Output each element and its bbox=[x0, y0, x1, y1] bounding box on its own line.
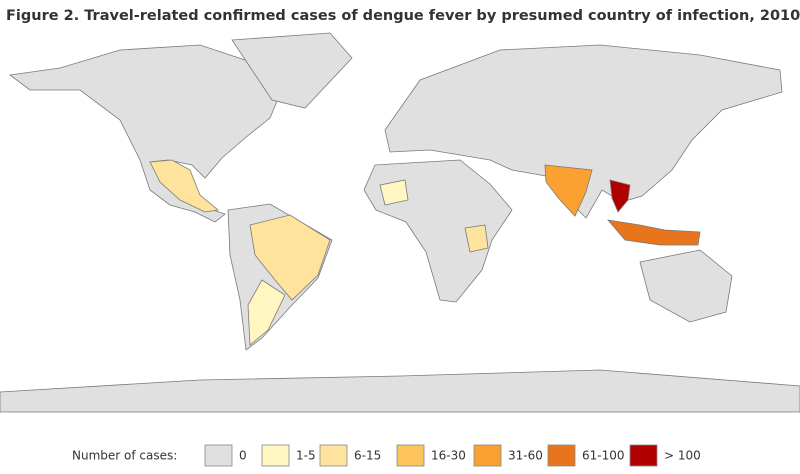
world-map bbox=[0, 32, 800, 413]
greenland bbox=[231, 32, 353, 109]
legend-label: > 100 bbox=[664, 449, 701, 463]
east-africa-region bbox=[464, 224, 489, 253]
legend-title: Number of cases: bbox=[72, 449, 177, 463]
west-africa-region bbox=[379, 179, 409, 206]
antarctica bbox=[0, 369, 800, 413]
legend-swatch bbox=[204, 444, 233, 467]
legend-swatch bbox=[319, 444, 348, 467]
legend-label: 61-100 bbox=[582, 449, 625, 463]
legend-label: 0 bbox=[239, 449, 247, 463]
legend-label: 31-60 bbox=[508, 449, 543, 463]
indonesia-region bbox=[606, 219, 701, 246]
legend-label: 1-5 bbox=[296, 449, 316, 463]
legend-swatch bbox=[396, 444, 425, 467]
brazil-region bbox=[249, 214, 331, 301]
legend: Number of cases: 0 1-5 6-15 16-30 31-60 61-10… bbox=[72, 444, 701, 467]
argentina-region bbox=[247, 279, 286, 346]
legend-swatch bbox=[261, 444, 290, 467]
legend-swatch bbox=[629, 444, 658, 467]
legend-swatch bbox=[547, 444, 576, 467]
legend-label: 6-15 bbox=[354, 449, 381, 463]
africa bbox=[363, 159, 513, 303]
legend-swatch bbox=[473, 444, 502, 467]
eurasia bbox=[384, 44, 783, 219]
mexico-region bbox=[149, 159, 219, 213]
australia bbox=[639, 249, 733, 323]
india-region bbox=[544, 164, 593, 217]
thailand-region bbox=[609, 179, 631, 213]
figure-title: Figure 2. Travel-related confirmed cases… bbox=[6, 8, 800, 24]
north-america bbox=[8, 44, 286, 223]
legend-label: 16-30 bbox=[431, 449, 466, 463]
